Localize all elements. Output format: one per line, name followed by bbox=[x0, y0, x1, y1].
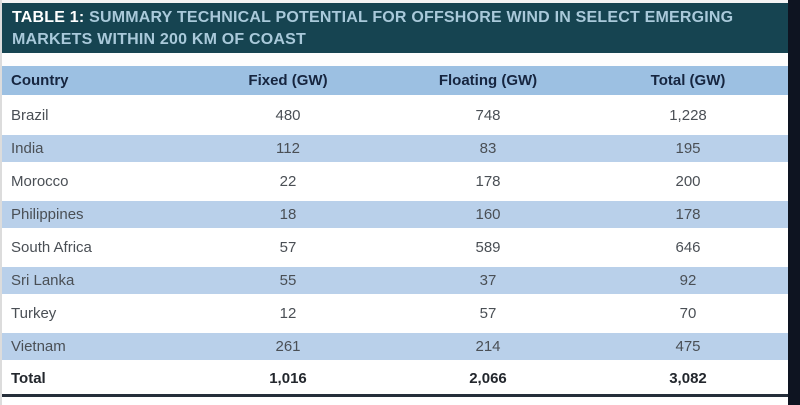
value-cell: 57 bbox=[388, 297, 588, 330]
table-header-row: Country Fixed (GW) Floating (GW) Total (GW) bbox=[0, 66, 788, 99]
table-title-line1: SUMMARY TECHNICAL POTENTIAL FOR OFFSHORE… bbox=[89, 9, 734, 26]
table-row: India 112 83 195 bbox=[0, 132, 788, 165]
total-value-cell: 2,066 bbox=[388, 363, 588, 397]
country-cell: Sri Lanka bbox=[0, 264, 188, 297]
country-cell: Morocco bbox=[0, 165, 188, 198]
value-cell: 22 bbox=[188, 165, 388, 198]
offshore-wind-potential-table: Country Fixed (GW) Floating (GW) Total (GW)… bbox=[0, 66, 788, 397]
value-cell: 200 bbox=[588, 165, 788, 198]
value-cell: 112 bbox=[188, 132, 388, 165]
column-header: Total (GW) bbox=[588, 66, 788, 99]
table-title-band: TABLE 1: SUMMARY TECHNICAL POTENTIAL FOR… bbox=[0, 3, 788, 53]
left-edge-line bbox=[0, 0, 2, 405]
value-cell: 92 bbox=[588, 264, 788, 297]
title-table-gap bbox=[0, 53, 800, 66]
table-total-row: Total 1,016 2,066 3,082 bbox=[0, 363, 788, 397]
value-cell: 1,228 bbox=[588, 99, 788, 132]
table-title-line2: MARKETS WITHIN 200 KM OF COAST bbox=[12, 31, 307, 48]
column-header: Fixed (GW) bbox=[188, 66, 388, 99]
value-cell: 178 bbox=[388, 165, 588, 198]
table-body: Brazil 480 748 1,228 India 112 83 195 Morocco 22 1… bbox=[0, 99, 788, 363]
right-edge-strip bbox=[788, 0, 800, 405]
value-cell: 83 bbox=[388, 132, 588, 165]
table-number-label: TABLE 1: bbox=[12, 9, 85, 26]
value-cell: 195 bbox=[588, 132, 788, 165]
country-cell: India bbox=[0, 132, 188, 165]
value-cell: 57 bbox=[188, 231, 388, 264]
total-label-cell: Total bbox=[0, 363, 188, 397]
table-row: Brazil 480 748 1,228 bbox=[0, 99, 788, 132]
country-cell: Philippines bbox=[0, 198, 188, 231]
value-cell: 589 bbox=[388, 231, 588, 264]
total-value-cell: 1,016 bbox=[188, 363, 388, 397]
value-cell: 70 bbox=[588, 297, 788, 330]
table-row: Sri Lanka 55 37 92 bbox=[0, 264, 788, 297]
country-cell: Vietnam bbox=[0, 330, 188, 363]
table-row: Vietnam 261 214 475 bbox=[0, 330, 788, 363]
column-header: Floating (GW) bbox=[388, 66, 588, 99]
value-cell: 475 bbox=[588, 330, 788, 363]
value-cell: 160 bbox=[388, 198, 588, 231]
value-cell: 12 bbox=[188, 297, 388, 330]
table-row: Philippines 18 160 178 bbox=[0, 198, 788, 231]
table-row: South Africa 57 589 646 bbox=[0, 231, 788, 264]
value-cell: 480 bbox=[188, 99, 388, 132]
value-cell: 37 bbox=[388, 264, 588, 297]
value-cell: 18 bbox=[188, 198, 388, 231]
country-cell: South Africa bbox=[0, 231, 188, 264]
table-row: Turkey 12 57 70 bbox=[0, 297, 788, 330]
country-cell: Turkey bbox=[0, 297, 188, 330]
total-value-cell: 3,082 bbox=[588, 363, 788, 397]
value-cell: 214 bbox=[388, 330, 588, 363]
value-cell: 55 bbox=[188, 264, 388, 297]
top-margin bbox=[0, 0, 800, 3]
value-cell: 748 bbox=[388, 99, 588, 132]
value-cell: 178 bbox=[588, 198, 788, 231]
column-header: Country bbox=[0, 66, 188, 99]
value-cell: 261 bbox=[188, 330, 388, 363]
value-cell: 646 bbox=[588, 231, 788, 264]
table-row: Morocco 22 178 200 bbox=[0, 165, 788, 198]
country-cell: Brazil bbox=[0, 99, 188, 132]
